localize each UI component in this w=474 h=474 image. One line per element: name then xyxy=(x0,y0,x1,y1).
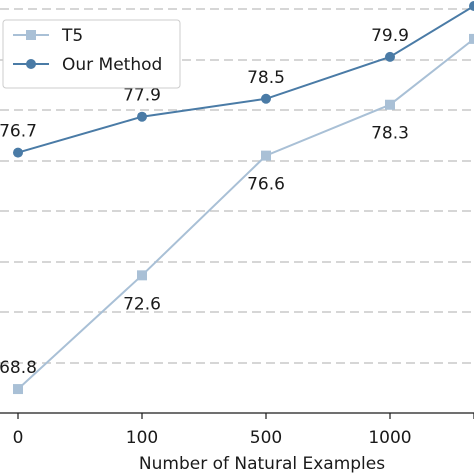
data-point-our-method xyxy=(137,111,147,122)
x-axis: 0 100 500 1000 xyxy=(0,412,474,448)
data-label-our-method: 79.9 xyxy=(371,26,409,46)
x-tick-label: 500 xyxy=(250,428,282,448)
x-tick-label: 100 xyxy=(126,428,158,448)
legend-label-our-method: Our Method xyxy=(62,55,162,75)
x-axis-title: Number of Natural Examples xyxy=(139,454,385,474)
legend-marker-our-method xyxy=(26,59,36,69)
legend: T5 Our Method xyxy=(2,19,181,89)
data-label-t5: 76.6 xyxy=(247,175,285,195)
data-point-t5 xyxy=(469,33,474,44)
data-label-our-method: 78.5 xyxy=(247,68,285,88)
legend-label-t5: T5 xyxy=(61,26,83,46)
data-point-our-method xyxy=(469,0,474,11)
grid-lines xyxy=(0,8,474,364)
data-point-t5 xyxy=(261,150,271,161)
data-point-t5 xyxy=(385,99,395,110)
data-label-our-method: 77.9 xyxy=(123,86,161,106)
x-tick-label: 0 xyxy=(13,428,24,448)
legend-frame xyxy=(2,19,181,89)
data-point-our-method xyxy=(385,51,395,62)
data-point-our-method xyxy=(261,93,271,104)
series-group xyxy=(13,0,474,395)
data-point-t5 xyxy=(137,270,147,281)
series-line-t5 xyxy=(17,38,474,390)
data-label-t5: 78.3 xyxy=(371,124,409,144)
x-tick-label: 1000 xyxy=(368,428,411,448)
data-labels: 68.8 72.6 76.6 78.3 76.7 77.9 78.5 79.9 xyxy=(0,26,409,378)
data-label-t5: 72.6 xyxy=(123,294,161,314)
data-point-t5 xyxy=(13,384,23,395)
legend-marker-t5 xyxy=(26,30,36,40)
data-point-our-method xyxy=(13,147,23,158)
data-label-t5: 68.8 xyxy=(0,358,37,378)
data-label-our-method: 76.7 xyxy=(0,122,37,142)
